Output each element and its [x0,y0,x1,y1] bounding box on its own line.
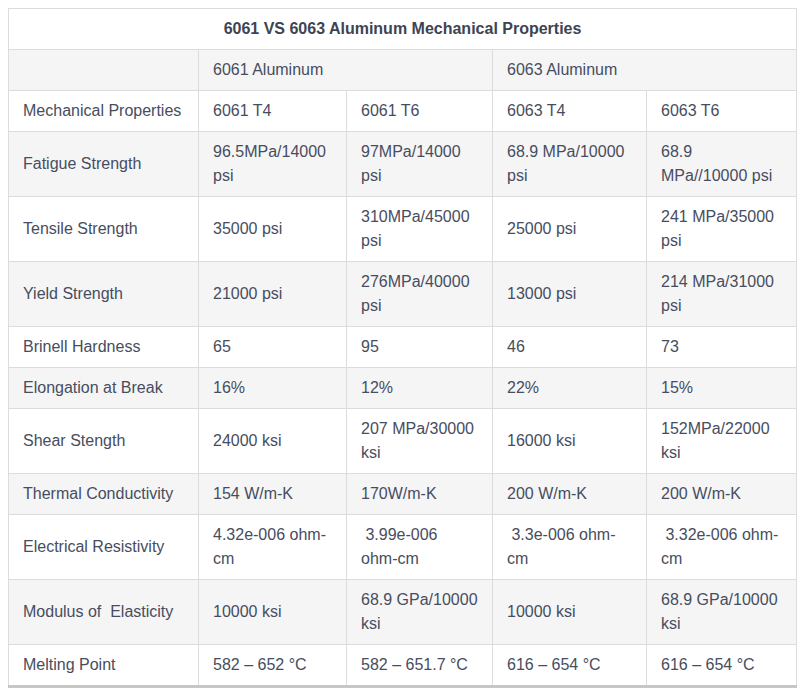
property-label: Melting Point [9,645,199,687]
group-header-6061-aluminum: 6061 Aluminum [199,50,493,91]
property-value: 16% [199,368,347,409]
property-label: Fatigue Strength [9,132,199,197]
property-value: 3.99e-006 ohm-cm [347,515,493,580]
property-value: 582 – 652 °C [199,645,347,687]
property-value: 200 W/m-K [493,474,647,515]
table-row: Electrical Resistivity 4.32e-006 ohm-cm … [9,515,797,580]
property-value: 310MPa/45000 psi [347,197,493,262]
property-label: Shear Stength [9,409,199,474]
property-value: 68.9 GPa/10000 ksi [647,580,797,645]
property-label: Tensile Strength [9,197,199,262]
property-value: 25000 psi [493,197,647,262]
table-row: 6061 Aluminum 6063 Aluminum [9,50,797,91]
property-value: 3.32e-006 ohm-cm [647,515,797,580]
property-value: 3.3e-006 ohm-cm [493,515,647,580]
property-value: 35000 psi [199,197,347,262]
property-value: 616 – 654 °C [493,645,647,687]
table-row: Yield Strength 21000 psi 276MPa/40000 ps… [9,262,797,327]
group-header-blank [9,50,199,91]
property-label: Thermal Conductivity [9,474,199,515]
table-row: Fatigue Strength 96.5MPa/14000 psi 97MPa… [9,132,797,197]
property-value: 214 MPa/31000 psi [647,262,797,327]
table-row: Thermal Conductivity 154 W/m-K 170W/m-K … [9,474,797,515]
property-label: Elongation at Break [9,368,199,409]
page: 6061 VS 6063 Aluminum Mechanical Propert… [0,0,804,699]
table-title: 6061 VS 6063 Aluminum Mechanical Propert… [9,9,797,50]
property-value: 15% [647,368,797,409]
mechanical-properties-table: 6061 VS 6063 Aluminum Mechanical Propert… [8,8,797,688]
column-header-6063-t4: 6063 T4 [493,91,647,132]
property-value: 96.5MPa/14000 psi [199,132,347,197]
property-value: 10000 ksi [199,580,347,645]
table-row: Melting Point 582 – 652 °C 582 – 651.7 °… [9,645,797,687]
property-value: 68.9 MPa/10000 psi [493,132,647,197]
property-value: 22% [493,368,647,409]
property-label: Electrical Resistivity [9,515,199,580]
table-row: Modulus of Elasticity 10000 ksi 68.9 GPa… [9,580,797,645]
property-value: 12% [347,368,493,409]
property-value: 582 – 651.7 °C [347,645,493,687]
property-value: 4.32e-006 ohm-cm [199,515,347,580]
property-value: 276MPa/40000 psi [347,262,493,327]
property-value: 46 [493,327,647,368]
table-row: Brinell Hardness 65 95 46 73 [9,327,797,368]
property-value: 241 MPa/35000 psi [647,197,797,262]
property-label: Brinell Hardness [9,327,199,368]
property-value: 95 [347,327,493,368]
property-value: 16000 ksi [493,409,647,474]
property-label: Yield Strength [9,262,199,327]
property-value: 68.9 GPa/10000 ksi [347,580,493,645]
table-row: Shear Stength 24000 ksi 207 MPa/30000 ks… [9,409,797,474]
property-value: 65 [199,327,347,368]
column-header-6063-t6: 6063 T6 [647,91,797,132]
property-value: 73 [647,327,797,368]
table-row: Tensile Strength 35000 psi 310MPa/45000 … [9,197,797,262]
property-label: Modulus of Elasticity [9,580,199,645]
property-value: 152MPa/22000 ksi [647,409,797,474]
property-value: 200 W/m-K [647,474,797,515]
property-value: 207 MPa/30000 ksi [347,409,493,474]
property-value: 21000 psi [199,262,347,327]
table-row: 6061 VS 6063 Aluminum Mechanical Propert… [9,9,797,50]
table-row: Elongation at Break 16% 12% 22% 15% [9,368,797,409]
property-value: 616 – 654 °C [647,645,797,687]
property-value: 24000 ksi [199,409,347,474]
column-header-6061-t6: 6061 T6 [347,91,493,132]
table-row: Mechanical Properties 6061 T4 6061 T6 60… [9,91,797,132]
property-value: 97MPa/14000 psi [347,132,493,197]
property-value: 10000 ksi [493,580,647,645]
column-header-6061-t4: 6061 T4 [199,91,347,132]
property-value: 170W/m-K [347,474,493,515]
property-value: 154 W/m-K [199,474,347,515]
column-header-mechanical-properties: Mechanical Properties [9,91,199,132]
group-header-6063-aluminum: 6063 Aluminum [493,50,797,91]
property-value: 13000 psi [493,262,647,327]
property-value: 68.9 MPa//10000 psi [647,132,797,197]
